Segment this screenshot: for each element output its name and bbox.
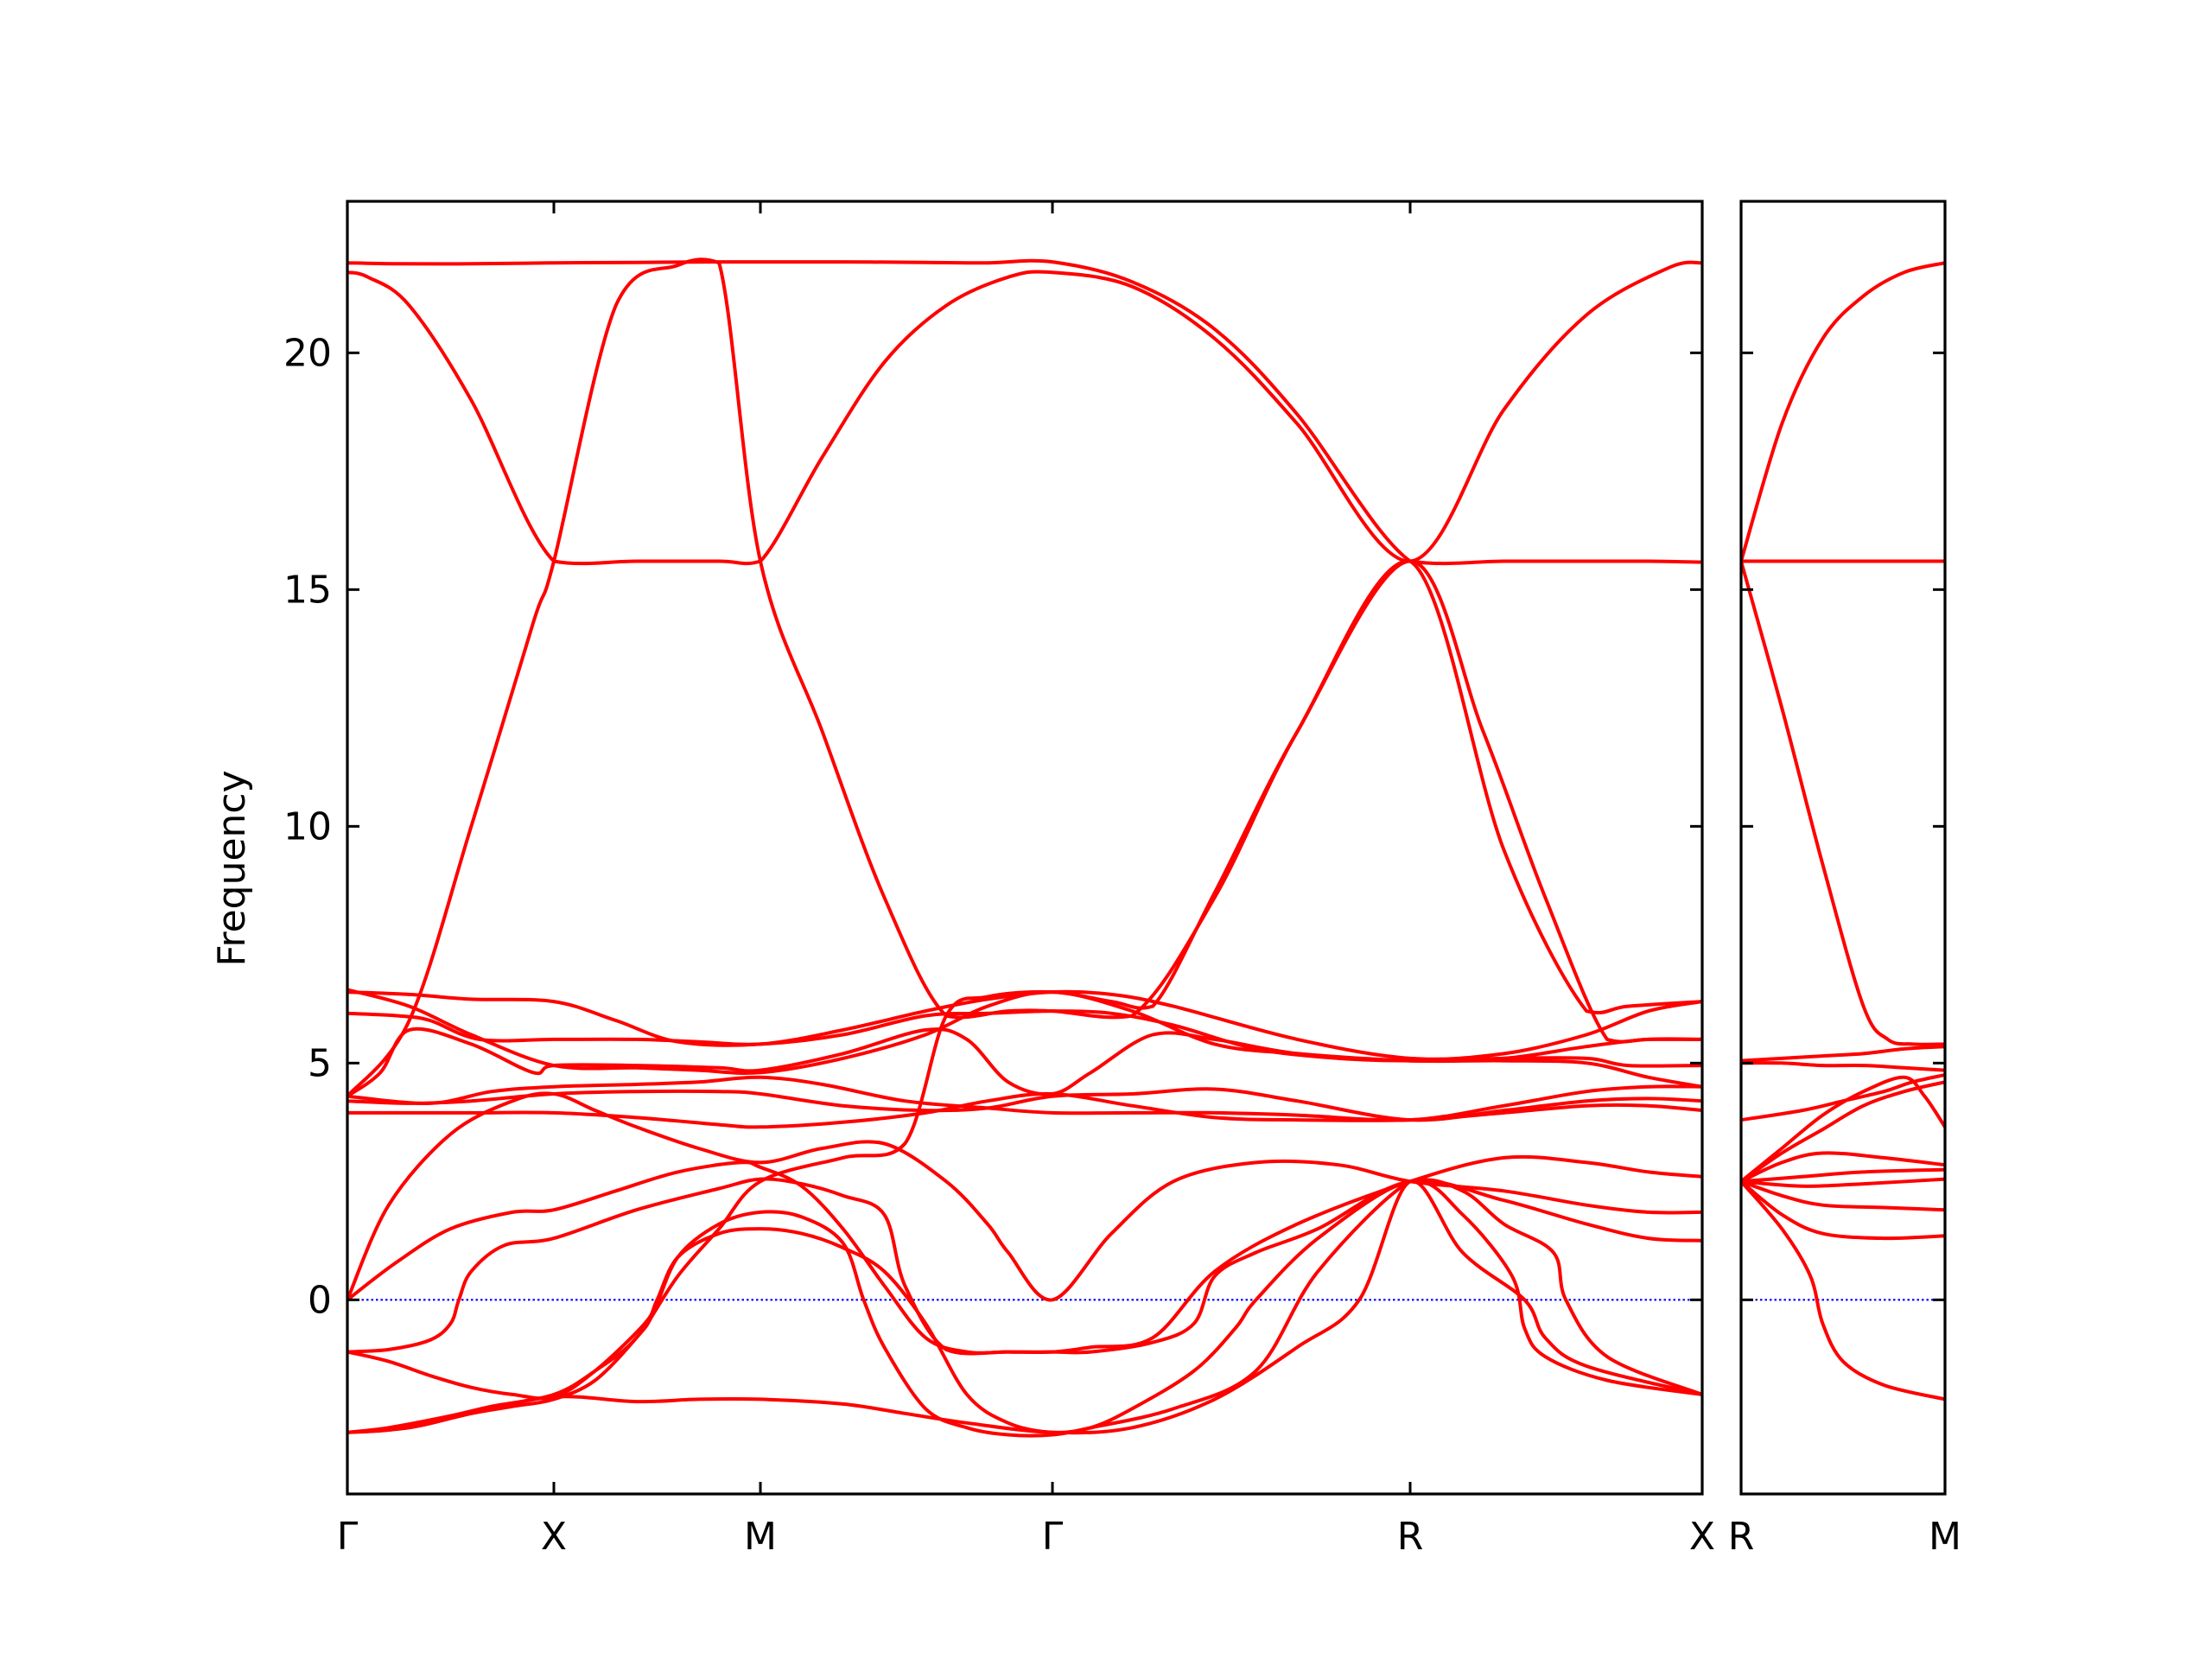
main-band-15 [347,1179,1702,1435]
main-xtick-label-1: X [541,1515,567,1559]
side-band-5 [1741,1061,1945,1072]
side-band-8 [1741,1075,1945,1184]
main-xtick-label-4: R [1397,1515,1424,1559]
main-band-16 [347,1178,1702,1438]
main-band-8 [347,988,1702,1089]
main-band-4 [347,559,1702,1434]
ytick-label-2: 10 [283,804,332,849]
side-band-10 [1741,1167,1945,1184]
side-band-13 [1741,1179,1945,1241]
side-xtick-label-0: R [1728,1515,1755,1559]
main-bands [347,257,1702,1438]
main-panel: Γ X M Γ R X 0 5 10 15 20 [283,200,1715,1559]
ytick-label-4: 20 [283,331,332,375]
side-band-1 [1741,261,1945,563]
ytick-label-3: 15 [283,568,332,612]
side-bands [1741,261,1945,1402]
side-band-9 [1741,1151,1945,1184]
main-xtick-label-5: X [1689,1515,1715,1559]
main-band-5 [347,989,1702,1061]
main-band-2 [347,260,1702,566]
side-band-14 [1741,1179,1945,1402]
main-xtick-label-3: Γ [1042,1515,1064,1559]
main-band-9 [347,1075,1702,1122]
main-band-3 [347,257,1702,1098]
main-band-17 [347,1179,1702,1435]
main-band-1 [347,258,1702,566]
side-frame [1739,200,1947,1496]
main-band-11 [347,1091,1702,1129]
side-band-7 [1741,1080,1945,1184]
side-xtick-label-1: M [1929,1515,1961,1559]
main-xtick-label-0: Γ [337,1515,359,1559]
side-band-3 [1741,559,1945,1046]
main-frame [346,200,1704,1496]
ytick-label-1: 5 [308,1041,332,1085]
side-band-11 [1741,1177,1945,1188]
side-band-12 [1741,1179,1945,1212]
side-band-4 [1741,1045,1945,1063]
main-band-12 [347,1091,1702,1302]
main-xtick-label-2: M [744,1515,777,1559]
ytick-label-0: 0 [308,1278,332,1322]
y-axis-label: Frequency [210,770,254,966]
main-band-14 [347,1177,1702,1356]
